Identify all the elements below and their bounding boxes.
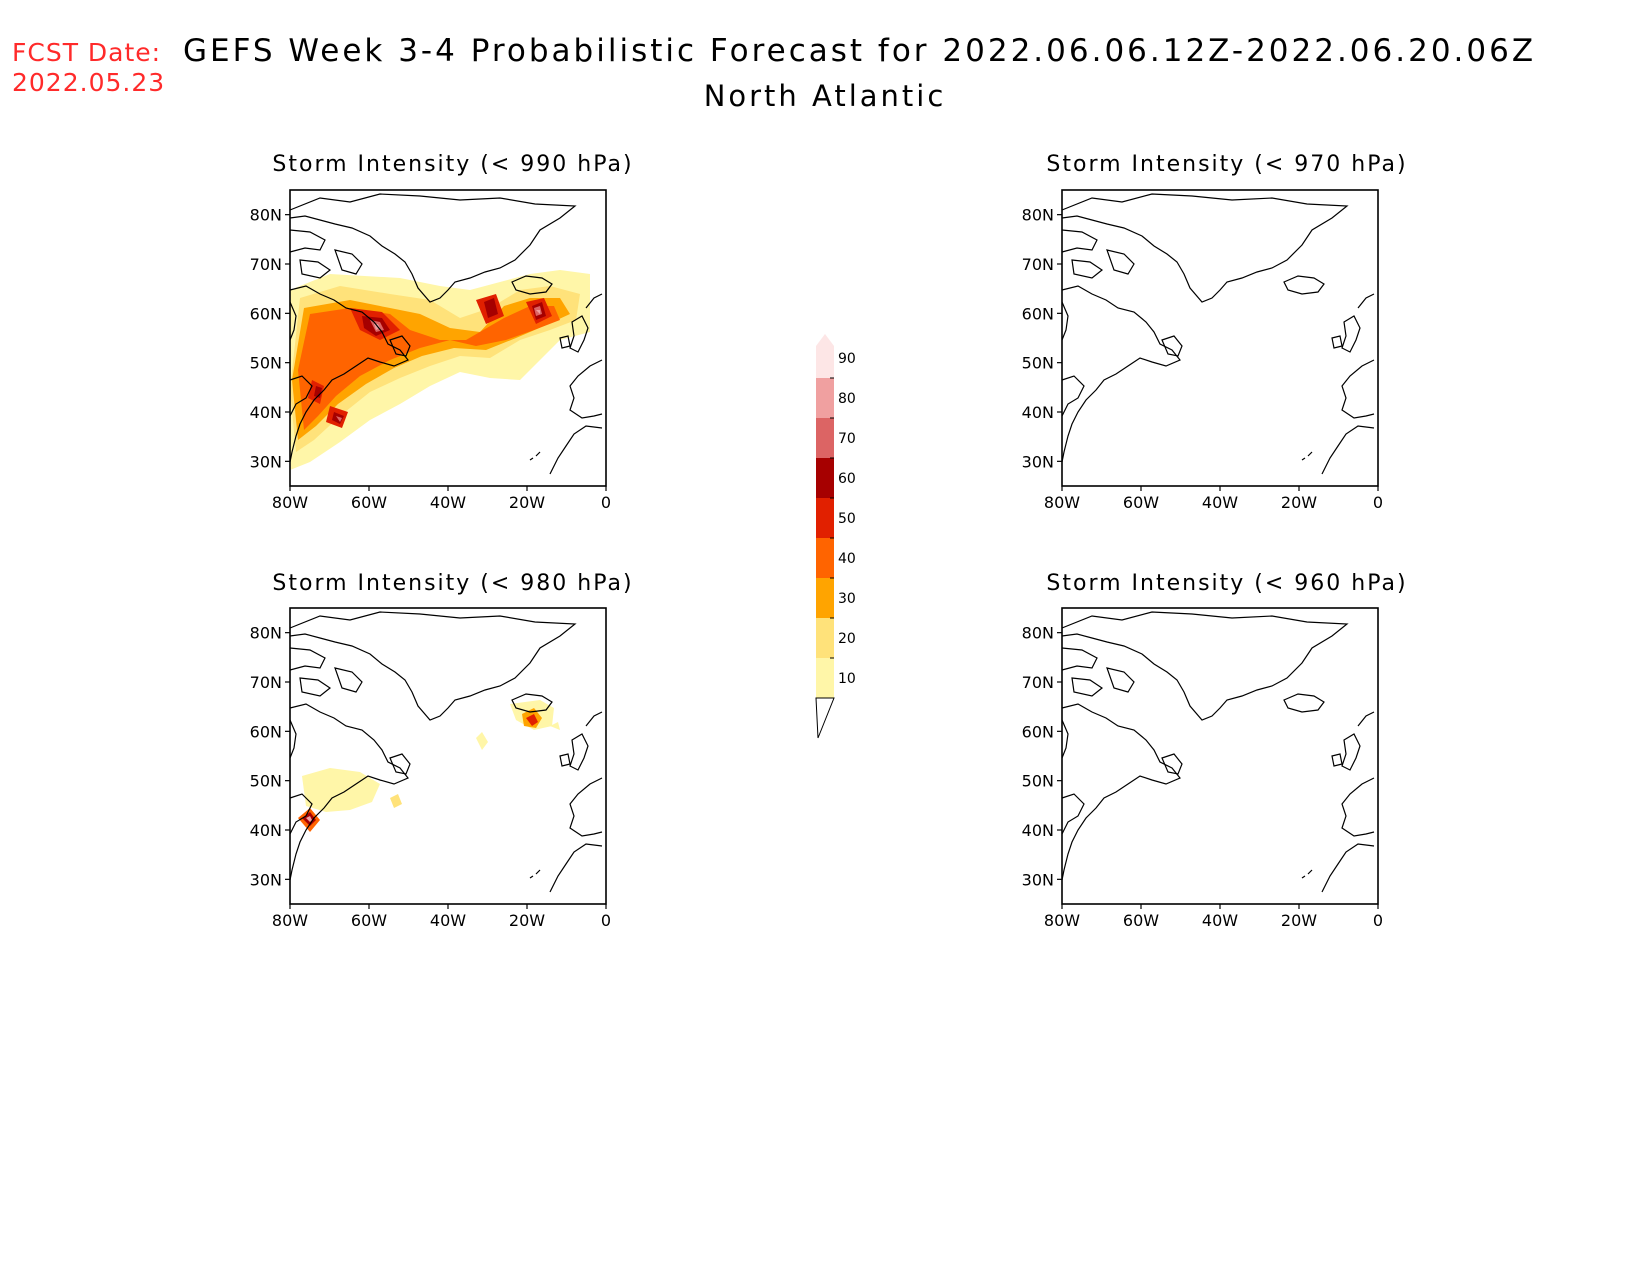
colorbar: 10 20 30 40 50 60 70 80 90 xyxy=(815,334,856,739)
lat-tick-label: 60N xyxy=(1022,304,1054,323)
lon-tick-label: 40W xyxy=(430,911,466,930)
lat-tick-label: 40N xyxy=(250,821,282,840)
lon-tick-label: 0 xyxy=(601,493,611,512)
map-frame-960 xyxy=(1061,607,1379,905)
lon-tick-label: 0 xyxy=(1373,493,1383,512)
lat-tick-label: 30N xyxy=(1022,452,1054,471)
lon-tick-label: 0 xyxy=(601,911,611,930)
forecast-date-label: FCST Date: xyxy=(12,38,162,67)
panel-title-990: Storm Intensity (< 990 hPa) xyxy=(272,152,634,177)
map-frame-970 xyxy=(1061,189,1379,487)
colorbar-segment xyxy=(816,418,834,458)
colorbar-segment xyxy=(816,538,834,578)
colorbar-segment xyxy=(816,458,834,498)
lat-tick-label: 40N xyxy=(1022,821,1054,840)
lon-tick-label: 20W xyxy=(1281,493,1317,512)
lat-tick-label: 60N xyxy=(1022,722,1054,741)
lon-tick-label: 60W xyxy=(1123,493,1159,512)
lon-tick-label: 20W xyxy=(1281,911,1317,930)
colorbar-label: 10 xyxy=(838,671,856,687)
lon-tick-label: 80W xyxy=(272,493,308,512)
colorbar-label: 40 xyxy=(838,551,856,567)
map-panel-960 xyxy=(1061,607,1379,905)
axes-990: 80N 70N 60N 50N 40N 30N 80W 60W 40W 20W 0 xyxy=(250,206,611,512)
colorbar-segment xyxy=(816,658,834,698)
lat-tick-label: 60N xyxy=(250,722,282,741)
axes-970: 80N 70N 60N 50N 40N 30N 80W 60W 40W 20W 0 xyxy=(1022,206,1383,512)
colorbar-segment xyxy=(816,334,834,378)
lat-tick-label: 80N xyxy=(250,624,282,643)
colorbar-label: 90 xyxy=(838,351,856,367)
colorbar-label: 70 xyxy=(838,431,856,447)
lon-tick-label: 60W xyxy=(351,911,387,930)
panel-title-960: Storm Intensity (< 960 hPa) xyxy=(1046,571,1408,596)
probability-shading-990 xyxy=(290,270,590,470)
lat-tick-label: 60N xyxy=(250,304,282,323)
lat-tick-label: 50N xyxy=(250,772,282,791)
map-panel-990 xyxy=(289,189,607,487)
colorbar-label: 60 xyxy=(838,471,856,487)
lat-tick-label: 70N xyxy=(1022,673,1054,692)
lat-tick-label: 30N xyxy=(250,452,282,471)
colorbar-label: 30 xyxy=(838,591,856,607)
lon-tick-label: 40W xyxy=(1202,911,1238,930)
lon-tick-label: 60W xyxy=(351,493,387,512)
lat-tick-label: 80N xyxy=(1022,206,1054,225)
probability-shading-980 xyxy=(298,700,560,832)
figure-title: GEFS Week 3-4 Probabilistic Forecast for… xyxy=(183,33,1537,69)
lon-tick-label: 80W xyxy=(1044,911,1080,930)
colorbar-label: 80 xyxy=(838,391,856,407)
lat-tick-label: 50N xyxy=(250,354,282,373)
lon-tick-label: 0 xyxy=(1373,911,1383,930)
colorbar-segment xyxy=(816,378,834,418)
map-panel-970 xyxy=(1061,189,1379,487)
colorbar-segment xyxy=(816,618,834,658)
lon-tick-label: 40W xyxy=(1202,493,1238,512)
colorbar-segment xyxy=(816,498,834,538)
lat-tick-label: 80N xyxy=(250,206,282,225)
lat-tick-label: 70N xyxy=(1022,255,1054,274)
lon-tick-label: 60W xyxy=(1123,911,1159,930)
map-panel-980 xyxy=(289,607,607,905)
colorbar-lower-triangle xyxy=(815,697,835,739)
lat-tick-label: 40N xyxy=(250,403,282,422)
axes-960: 80N 70N 60N 50N 40N 30N 80W 60W 40W 20W 0 xyxy=(1022,624,1383,930)
lon-tick-label: 20W xyxy=(509,493,545,512)
lat-tick-label: 40N xyxy=(1022,403,1054,422)
forecast-date-value: 2022.05.23 xyxy=(12,68,166,97)
panel-title-970: Storm Intensity (< 970 hPa) xyxy=(1046,152,1408,177)
map-frame-980 xyxy=(289,607,607,905)
colorbar-label: 50 xyxy=(838,511,856,527)
lon-tick-label: 40W xyxy=(430,493,466,512)
lat-tick-label: 50N xyxy=(1022,772,1054,791)
lat-tick-label: 80N xyxy=(1022,624,1054,643)
panel-title-980: Storm Intensity (< 980 hPa) xyxy=(272,571,634,596)
axes-980: 80N 70N 60N 50N 40N 30N 80W 60W 40W 20W 0 xyxy=(250,624,611,930)
lon-tick-label: 80W xyxy=(272,911,308,930)
lat-tick-label: 70N xyxy=(250,255,282,274)
figure-subtitle: North Atlantic xyxy=(703,79,947,113)
lon-tick-label: 20W xyxy=(509,911,545,930)
lat-tick-label: 70N xyxy=(250,673,282,692)
colorbar-label: 20 xyxy=(838,631,856,647)
lat-tick-label: 30N xyxy=(250,870,282,889)
colorbar-segment xyxy=(816,578,834,618)
lat-tick-label: 30N xyxy=(1022,870,1054,889)
lon-tick-label: 80W xyxy=(1044,493,1080,512)
lat-tick-label: 50N xyxy=(1022,354,1054,373)
